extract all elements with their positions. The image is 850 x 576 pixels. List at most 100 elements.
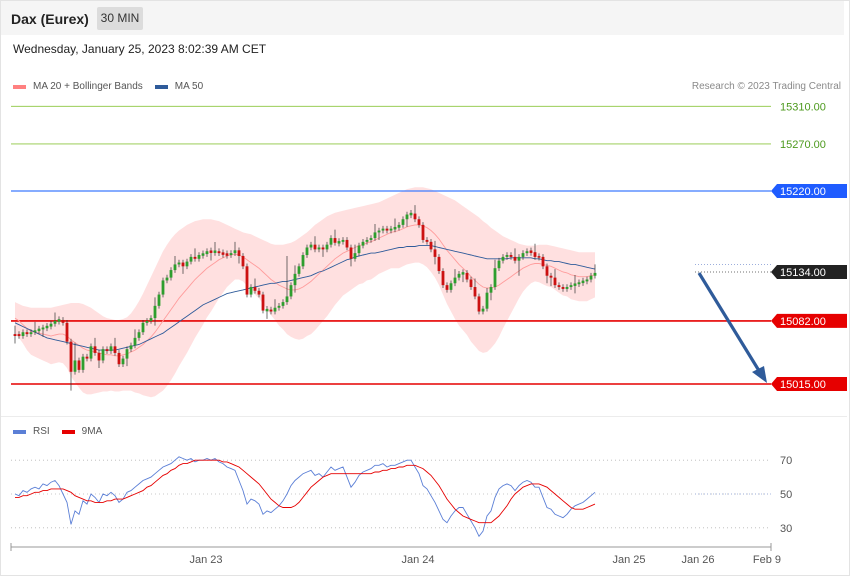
candle-body bbox=[61, 319, 65, 323]
candle-body bbox=[157, 294, 161, 306]
candle-body bbox=[449, 283, 453, 290]
candle-body bbox=[289, 285, 293, 297]
ma50-legend-swatch bbox=[154, 84, 168, 89]
candle-body bbox=[401, 219, 405, 225]
candle-body bbox=[121, 358, 125, 365]
candle-body bbox=[421, 224, 425, 240]
candle-body bbox=[445, 285, 449, 290]
timeframe-button[interactable]: 30 MIN bbox=[97, 7, 143, 30]
price-tag-15015-00 bbox=[771, 377, 847, 391]
candle-body bbox=[409, 212, 413, 216]
candle-body bbox=[589, 275, 593, 280]
candle-body bbox=[237, 250, 241, 256]
candle-body bbox=[565, 287, 569, 289]
rsi-ma-legend-swatch bbox=[61, 429, 75, 434]
bollinger-legend-label: MA 20 + Bollinger Bands bbox=[33, 81, 143, 92]
candle-body bbox=[305, 247, 309, 256]
candle-body bbox=[125, 349, 129, 359]
candle-body bbox=[21, 332, 25, 336]
price-tag-15220-00 bbox=[771, 184, 847, 198]
candle-body bbox=[241, 255, 245, 267]
candle-body bbox=[501, 256, 505, 261]
candle-body bbox=[17, 334, 21, 336]
candle-body bbox=[593, 272, 597, 276]
candle-body bbox=[485, 292, 489, 309]
candle-body bbox=[557, 285, 561, 288]
candle-body bbox=[577, 282, 581, 285]
price-tag-15134-00 bbox=[771, 264, 847, 279]
candle-body bbox=[165, 277, 169, 281]
candle-body bbox=[25, 332, 29, 335]
candle-body bbox=[217, 251, 221, 254]
candle-body bbox=[257, 290, 261, 295]
candle-body bbox=[525, 251, 529, 254]
candle-body bbox=[509, 255, 513, 257]
candle-body bbox=[153, 305, 157, 319]
candle-body bbox=[233, 250, 237, 254]
candle-body bbox=[341, 239, 345, 242]
candle-body bbox=[393, 226, 397, 230]
candle-body bbox=[13, 334, 17, 336]
rsi-tick-70: 70 bbox=[780, 455, 792, 467]
candle-body bbox=[533, 252, 537, 257]
candle-body bbox=[57, 319, 61, 322]
candle-body bbox=[133, 337, 137, 346]
candle-body bbox=[553, 277, 557, 286]
price-label-15015-00: 15015.00 bbox=[780, 379, 826, 391]
candle-body bbox=[93, 346, 97, 353]
forecast-arrow-shaft bbox=[697, 272, 763, 375]
candle-body bbox=[521, 253, 525, 257]
candle-body bbox=[169, 270, 173, 278]
candle-body bbox=[469, 279, 473, 288]
candle-body bbox=[73, 360, 77, 372]
candle-body bbox=[417, 219, 421, 225]
x-tick-jan-23: Jan 23 bbox=[189, 554, 222, 566]
candle-body bbox=[193, 256, 197, 259]
rsi-tick-50: 50 bbox=[780, 489, 792, 501]
candle-body bbox=[145, 320, 149, 323]
candle-body bbox=[265, 308, 269, 312]
candle-body bbox=[413, 213, 417, 220]
candle-body bbox=[373, 232, 377, 239]
rsi-ma-line bbox=[15, 459, 596, 524]
price-label-15082-00: 15082.00 bbox=[780, 316, 826, 328]
price-label-15220-00: 15220.00 bbox=[780, 186, 826, 198]
candle-body bbox=[377, 230, 381, 233]
candle-body bbox=[277, 305, 281, 308]
candle-body bbox=[333, 238, 337, 243]
candle-body bbox=[517, 256, 521, 261]
candle-body bbox=[329, 238, 333, 245]
candle-body bbox=[205, 251, 209, 255]
candle-body bbox=[425, 239, 429, 242]
rsi-legend-label: RSI bbox=[33, 426, 50, 437]
candle-body bbox=[77, 360, 81, 370]
x-tick-jan-26: Jan 26 bbox=[681, 554, 714, 566]
candle-body bbox=[353, 253, 357, 259]
candle-body bbox=[209, 250, 213, 253]
candle-body bbox=[357, 245, 361, 254]
candle-body bbox=[81, 356, 85, 370]
candle-body bbox=[101, 349, 105, 361]
candle-body bbox=[493, 268, 497, 288]
candle-body bbox=[337, 241, 341, 244]
candle-body bbox=[361, 241, 365, 246]
candle-body bbox=[453, 277, 457, 284]
rsi-legend: RSI 9MA bbox=[13, 426, 102, 437]
candle-body bbox=[389, 228, 393, 231]
x-tick-feb-9: Feb 9 bbox=[753, 554, 781, 566]
candle-body bbox=[173, 264, 177, 271]
candle-body bbox=[537, 256, 541, 258]
candle-body bbox=[549, 275, 553, 278]
rsi-legend-swatch bbox=[13, 429, 26, 434]
candle-body bbox=[177, 262, 181, 265]
candle-body bbox=[137, 332, 141, 338]
candle-body bbox=[65, 322, 69, 342]
candle-body bbox=[397, 224, 401, 228]
candle-body bbox=[465, 272, 469, 280]
x-tick-jan-25: Jan 25 bbox=[612, 554, 645, 566]
candle-body bbox=[201, 253, 205, 256]
candle-body bbox=[489, 287, 493, 293]
candle-body bbox=[33, 330, 37, 333]
candle-body bbox=[181, 262, 185, 267]
candle-body bbox=[185, 261, 189, 267]
